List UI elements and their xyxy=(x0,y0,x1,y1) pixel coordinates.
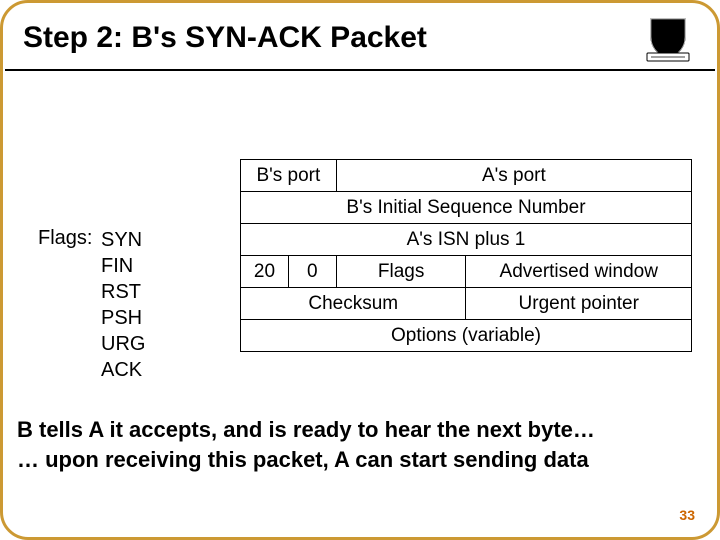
title-divider xyxy=(5,69,715,71)
page-number: 33 xyxy=(679,507,695,523)
table-row: Options (variable) xyxy=(241,320,692,352)
university-shield-logo xyxy=(641,17,695,63)
cell-dst-port: A's port xyxy=(336,160,691,192)
table-row: B's port A's port xyxy=(241,160,692,192)
cell-window: Advertised window xyxy=(466,256,692,288)
cell-flags: Flags xyxy=(336,256,466,288)
slide-frame: Step 2: B's SYN-ACK Packet Flags: SYN FI… xyxy=(0,0,720,540)
flags-item: RST xyxy=(101,279,145,305)
cell-options: Options (variable) xyxy=(241,320,692,352)
flags-item: FIN xyxy=(101,253,145,279)
caption-line: … upon receiving this packet, A can star… xyxy=(17,445,595,475)
table-row: Checksum Urgent pointer xyxy=(241,288,692,320)
table-row: 20 0 Flags Advertised window xyxy=(241,256,692,288)
cell-checksum: Checksum xyxy=(241,288,466,320)
tcp-header-table: B's port A's port B's Initial Sequence N… xyxy=(240,159,692,352)
cell-seq-num: B's Initial Sequence Number xyxy=(241,192,692,224)
table-row: B's Initial Sequence Number xyxy=(241,192,692,224)
cell-ack-num: A's ISN plus 1 xyxy=(241,224,692,256)
flags-item: PSH xyxy=(101,305,145,331)
cell-hdr-len: 20 xyxy=(241,256,289,288)
cell-src-port: B's port xyxy=(241,160,337,192)
flags-list: SYN FIN RST PSH URG ACK xyxy=(101,227,145,383)
slide-title: Step 2: B's SYN-ACK Packet xyxy=(23,21,427,55)
flags-label: Flags: xyxy=(38,227,92,250)
flags-item: ACK xyxy=(101,357,145,383)
table-row: A's ISN plus 1 xyxy=(241,224,692,256)
flags-item: URG xyxy=(101,331,145,357)
cell-urgent: Urgent pointer xyxy=(466,288,692,320)
caption-text: B tells A it accepts, and is ready to he… xyxy=(17,415,595,475)
cell-reserved: 0 xyxy=(288,256,336,288)
flags-item: SYN xyxy=(101,227,145,253)
caption-line: B tells A it accepts, and is ready to he… xyxy=(17,415,595,445)
